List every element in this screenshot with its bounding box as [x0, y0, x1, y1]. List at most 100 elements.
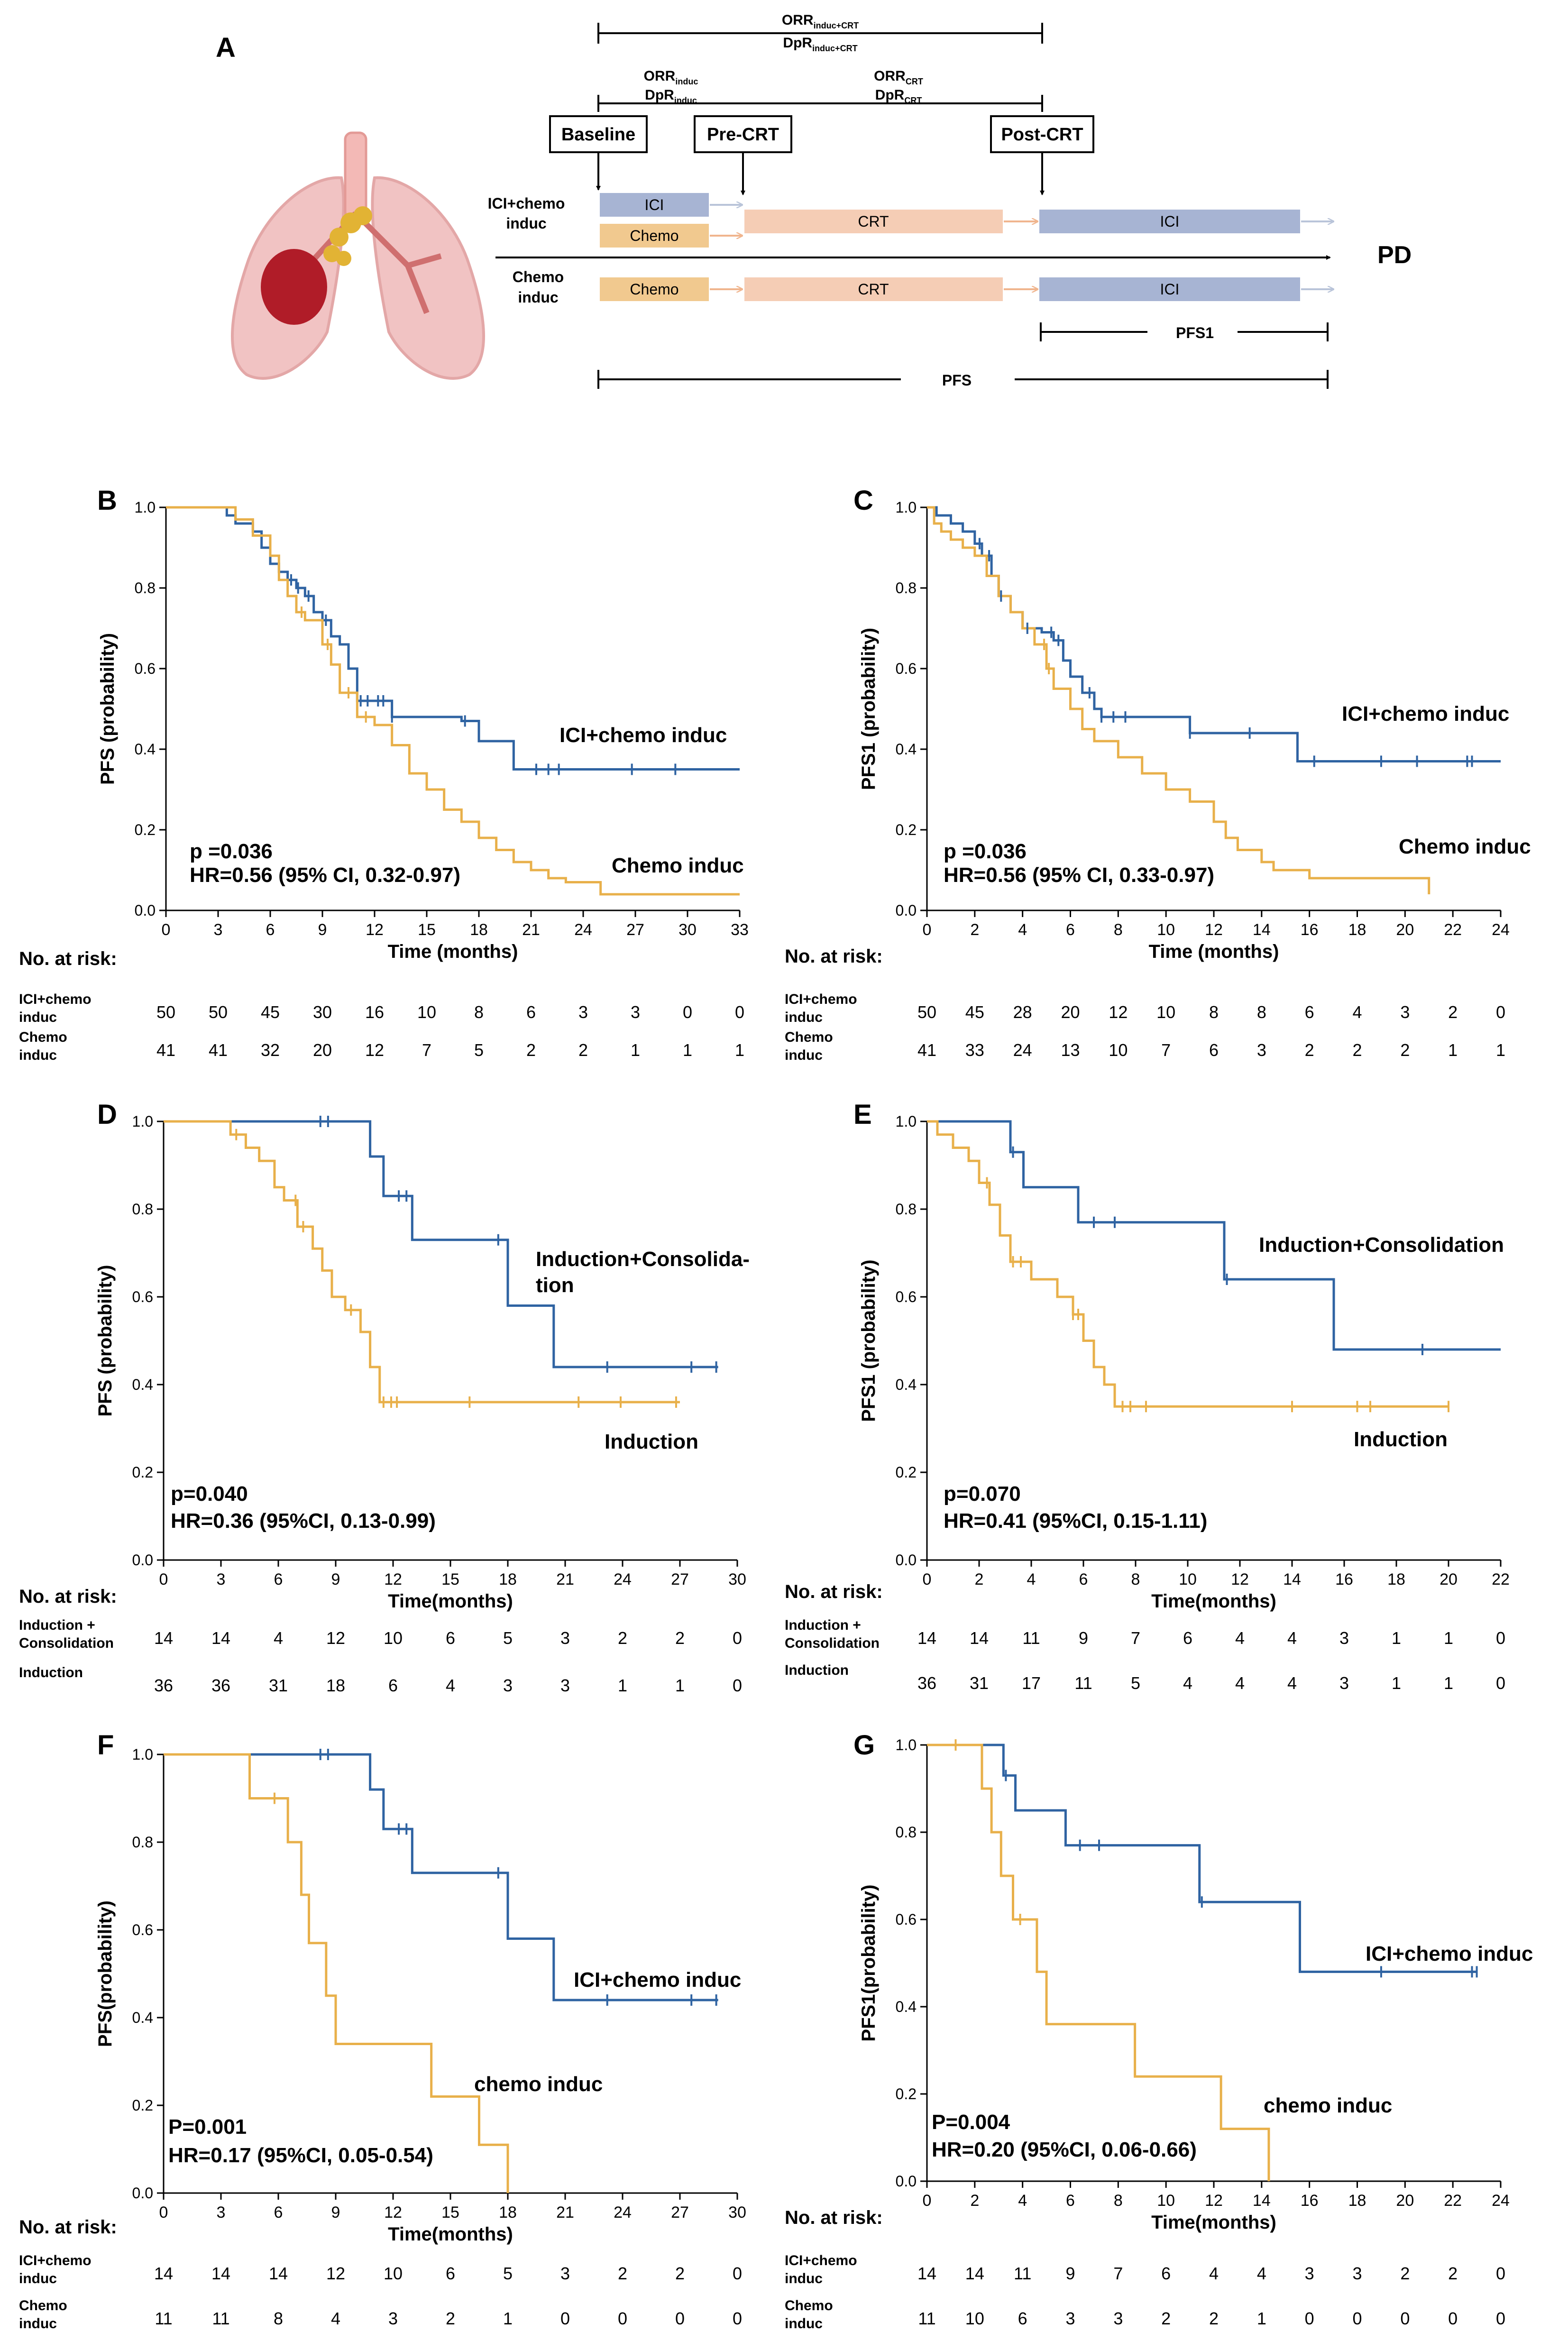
risk-value: 4 — [274, 1628, 283, 1648]
km-chart-e: E0 2 4 6 8 10 12 14 16 18 20 220.00.20.40.60.81.0Ti… — [785, 1099, 1510, 1693]
risk-header: No. at risk: — [785, 946, 883, 967]
chemo-label: Chemo — [630, 227, 679, 244]
risk-value: 2 — [1161, 2309, 1171, 2328]
x-axis-label: Time (months) — [1149, 941, 1279, 962]
risk-value: 7 — [1161, 1040, 1171, 1060]
x-tick-label: 27 — [626, 921, 644, 939]
risk-value: 11 — [918, 2309, 935, 2328]
series-label: Induction — [605, 1430, 698, 1453]
risk-value: 14 — [269, 2264, 288, 2283]
km-chart-g: G0 2 4 6 8 10 12 14 16 18 20 22 240.00.20.40.60.81.0… — [785, 1730, 1533, 2332]
panel-letter: D — [97, 1099, 117, 1130]
risk-header: No. at risk: — [785, 2207, 883, 2228]
risk-value: 10 — [1109, 1040, 1128, 1060]
y-tick-label: 0.0 — [132, 2185, 153, 2202]
x-tick-label: 30 — [728, 1570, 746, 1588]
y-tick-label: 0.6 — [896, 660, 917, 677]
x-tick-label: 12 — [366, 921, 384, 939]
x-tick-label: 12 — [384, 1570, 402, 1588]
x-tick-label: 12 — [1205, 2192, 1223, 2210]
risk-value: 2 — [1400, 2264, 1410, 2283]
risk-value: 3 — [631, 1002, 640, 1022]
risk-value: 7 — [1113, 2264, 1123, 2283]
x-tick-label: 4 — [1027, 1570, 1036, 1588]
risk-value: 10 — [384, 1628, 403, 1648]
risk-row-label: ICI+chemo — [785, 2253, 857, 2268]
risk-value: 2 — [1400, 1040, 1410, 1060]
risk-value: 0 — [1448, 2309, 1458, 2328]
risk-value: 4 — [1235, 1673, 1245, 1693]
risk-value: 1 — [1257, 2309, 1266, 2328]
x-tick-label: 14 — [1253, 2192, 1271, 2210]
panel-letter: A — [216, 32, 236, 63]
y-tick-label: 0.2 — [896, 2085, 917, 2102]
x-tick-label: 10 — [1179, 1570, 1197, 1588]
ici-label: ICI — [1160, 281, 1180, 298]
risk-value: 0 — [1496, 1628, 1505, 1648]
y-tick-label: 0.2 — [132, 1464, 153, 1481]
risk-value: 33 — [965, 1040, 984, 1060]
ici-maint-block-arm1 — [1039, 210, 1300, 233]
arm2-label-l2: induc — [518, 289, 558, 306]
x-tick-label: 0 — [923, 2192, 932, 2210]
risk-value: 12 — [326, 1628, 345, 1648]
y-tick-label: 0.4 — [132, 2009, 153, 2026]
y-tick-label: 0.8 — [896, 579, 917, 597]
panel-letter: E — [853, 1099, 872, 1130]
risk-value: 6 — [526, 1002, 536, 1022]
y-tick-label: 0.2 — [132, 2097, 153, 2114]
y-tick-label: 1.0 — [132, 1113, 153, 1130]
x-tick-label: 4 — [1018, 921, 1027, 939]
x-tick-label: 20 — [1396, 921, 1414, 939]
y-tick-label: 0.8 — [132, 1201, 153, 1218]
risk-value: 2 — [675, 2264, 685, 2283]
risk-value: 2 — [1448, 1002, 1458, 1022]
chemo-block-arm2 — [600, 277, 709, 301]
p-value: P=0.004 — [932, 2111, 1010, 2134]
km-curve-gold — [164, 1753, 509, 2193]
x-tick-label: 20 — [1440, 1570, 1458, 1588]
y-tick-label: 0.0 — [896, 2173, 917, 2190]
risk-header: No. at risk: — [19, 1586, 117, 1607]
post-crt-label: Post-CRT — [1001, 125, 1083, 145]
risk-value: 14 — [970, 1628, 989, 1648]
hazard-ratio: HR=0.17 (95%CI, 0.05-0.54) — [168, 2144, 433, 2167]
risk-value: 24 — [1013, 1040, 1032, 1060]
km-curve-blue — [927, 506, 1501, 762]
risk-value: 32 — [261, 1040, 280, 1060]
y-tick-label: 0.6 — [896, 1911, 917, 1928]
x-tick-label: 21 — [522, 921, 540, 939]
risk-value: 50 — [209, 1002, 228, 1022]
orr-induc-label: ORRinduc — [644, 68, 698, 86]
y-tick-label: 1.0 — [896, 499, 917, 516]
risk-value: 12 — [365, 1040, 384, 1060]
y-tick-label: 0.4 — [896, 741, 917, 758]
risk-value: 14 — [965, 2264, 984, 2283]
risk-value: 41 — [209, 1040, 228, 1060]
x-tick-label: 15 — [418, 921, 436, 939]
crt-block-arm1 — [744, 210, 1003, 233]
ici-label: ICI — [645, 196, 664, 213]
x-tick-label: 8 — [1114, 921, 1123, 939]
risk-value: 0 — [1496, 2309, 1505, 2328]
panel-letter: C — [853, 485, 873, 516]
x-tick-label: 22 — [1492, 1570, 1510, 1588]
x-axis-label: Time (months) — [388, 941, 518, 962]
risk-value: 6 — [446, 1628, 455, 1648]
risk-value: 14 — [917, 1628, 936, 1648]
x-tick-label: 3 — [217, 2203, 226, 2221]
x-tick-label: 24 — [614, 1570, 632, 1588]
crt-label: CRT — [858, 281, 889, 298]
y-axis-label: PFS (probability) — [97, 633, 118, 785]
risk-value: 3 — [1339, 1628, 1349, 1648]
ici-label: ICI — [1160, 213, 1180, 230]
y-axis-label: PFS1(probability) — [858, 1884, 879, 2041]
risk-value: 14 — [917, 2264, 936, 2283]
risk-value: 13 — [1061, 1040, 1080, 1060]
risk-row-label: Induction — [785, 1662, 849, 1678]
risk-value: 36 — [917, 1673, 936, 1693]
risk-value: 0 — [560, 2309, 570, 2328]
risk-value: 6 — [446, 2264, 455, 2283]
y-tick-label: 0.4 — [132, 1376, 153, 1393]
